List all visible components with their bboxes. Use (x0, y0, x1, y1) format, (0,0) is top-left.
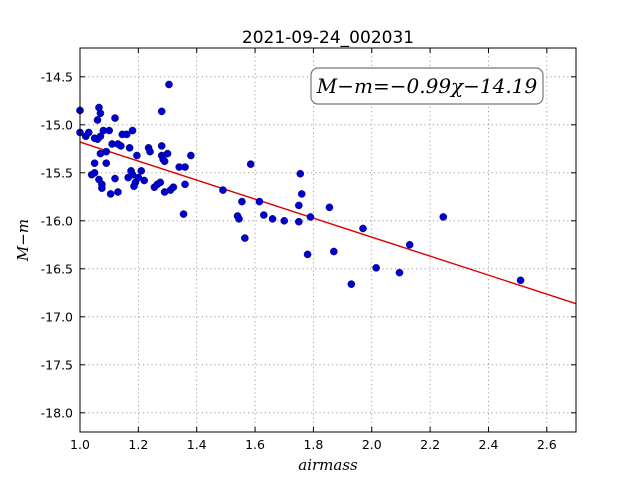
data-point (268, 215, 277, 223)
data-point (347, 280, 356, 288)
x-tick-label: 1.6 (245, 437, 265, 452)
data-point (156, 178, 165, 187)
y-tick-label: -17.5 (41, 357, 73, 372)
data-point (516, 276, 525, 285)
data-point (439, 213, 448, 221)
data-point (405, 240, 414, 249)
data-point (169, 183, 178, 191)
plot-frame (79, 47, 577, 433)
data-point (133, 151, 141, 160)
data-point (111, 174, 119, 183)
data-point (303, 250, 312, 259)
data-point (137, 167, 146, 175)
data-point (117, 142, 125, 150)
data-point (280, 216, 289, 225)
data-point (122, 130, 131, 139)
data-point (90, 168, 99, 177)
data-point (187, 151, 195, 160)
data-point (165, 80, 173, 89)
fit-line (79, 141, 577, 305)
x-tick-labels: 1.0 1.2 1.4 1.6 1.8 2.0 2.2 2.4 2.6 (70, 437, 557, 452)
data-point (157, 107, 166, 116)
x-tick-label: 2.4 (479, 437, 499, 452)
x-tick-label: 1.0 (70, 437, 90, 452)
data-point (219, 186, 227, 194)
x-tick-label: 1.8 (303, 437, 323, 452)
fit-equation: M−m=−0.99χ−14.19 (316, 74, 538, 98)
data-points (76, 80, 525, 288)
data-point (93, 116, 102, 124)
data-point (125, 144, 134, 152)
data-point (163, 149, 172, 158)
y-tick-label: -18.0 (41, 405, 73, 420)
data-point (114, 188, 122, 196)
data-point (90, 159, 99, 167)
data-point (105, 126, 113, 135)
data-point (255, 197, 264, 206)
fit-line-layer (79, 141, 577, 305)
data-point (96, 109, 105, 118)
data-point (102, 159, 111, 167)
plot-area (80, 48, 576, 432)
y-tick-labels: -14.5 -15.0 -15.5 -16.0 -16.5 -17.0 -17.5 -18.0 (41, 69, 73, 420)
data-point (84, 128, 93, 137)
data-point (241, 234, 249, 242)
data-point (98, 184, 106, 192)
data-point (235, 215, 243, 223)
data-point (325, 203, 334, 212)
data-point (306, 213, 315, 221)
data-point (181, 180, 189, 189)
data-point (296, 169, 305, 178)
data-point (297, 190, 306, 198)
data-point (106, 190, 115, 198)
data-point (179, 210, 188, 218)
y-tick-label: -16.0 (41, 213, 73, 228)
data-point (102, 147, 111, 156)
data-point (238, 197, 246, 206)
axis-ticks (79, 48, 576, 432)
data-point (330, 247, 338, 256)
x-tick-label: 1.2 (128, 437, 148, 452)
x-tick-label: 2.0 (362, 437, 382, 452)
x-axis-label: airmass (298, 456, 358, 474)
data-point (181, 163, 189, 171)
data-point (359, 224, 367, 233)
data-point (395, 268, 404, 277)
x-tick-label: 2.2 (420, 437, 440, 452)
x-tick-label: 2.6 (537, 437, 557, 452)
y-tick-label: -15.5 (41, 165, 73, 180)
data-point (146, 147, 154, 156)
y-axis-label: M−m (14, 219, 32, 262)
data-point (295, 217, 303, 226)
y-tick-label: -17.0 (41, 309, 73, 324)
x-tick-label: 1.4 (187, 437, 207, 452)
data-point (128, 126, 137, 135)
data-point (246, 160, 255, 168)
fit-equation-box (310, 67, 544, 105)
data-point (111, 114, 119, 122)
data-point (157, 142, 166, 150)
data-point (372, 264, 380, 272)
chart-title: 2021-09-24_002031 (242, 28, 414, 48)
y-tick-label: -15.0 (41, 117, 73, 132)
y-tick-label: -16.5 (41, 261, 73, 276)
y-tick-label: -14.5 (41, 69, 73, 84)
data-point (295, 201, 303, 210)
data-point (260, 211, 268, 219)
data-point (140, 176, 148, 185)
data-point (160, 157, 169, 166)
